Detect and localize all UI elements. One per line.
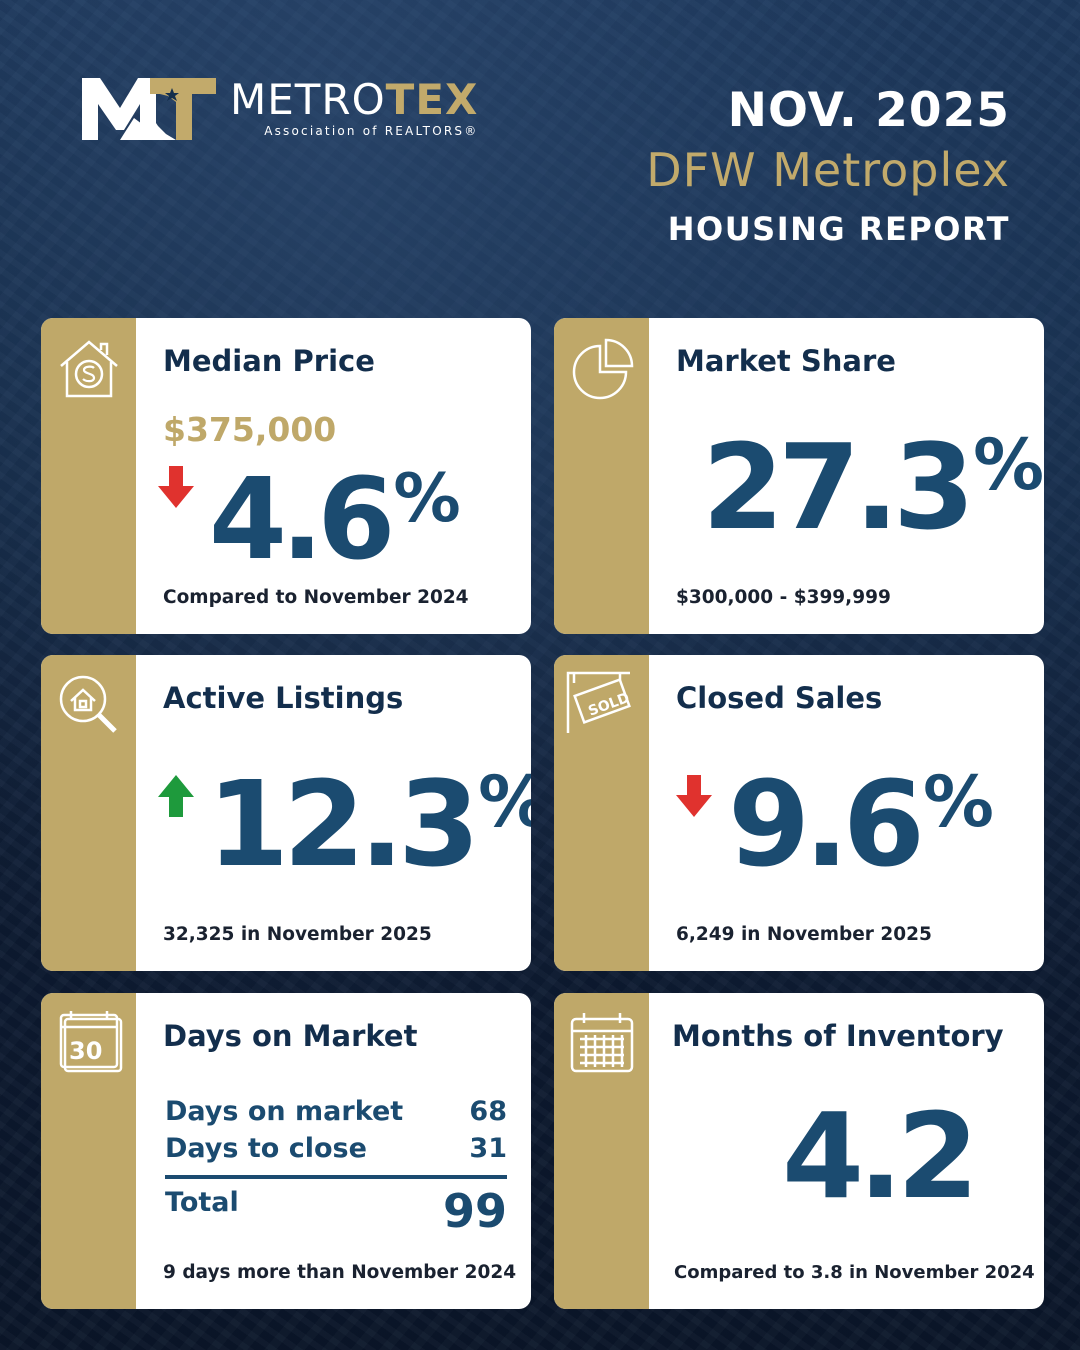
metrotex-logo: METROTEX Association of REALTORS® [80,74,478,142]
days-breakdown-table: Days on market 68 Days to close 31 Total 99 [165,1093,507,1239]
svg-text:SOLD: SOLD [586,690,631,720]
arrow-up-icon [158,775,194,817]
arrow-down-icon [676,775,712,817]
closed-sales-change: 9.6% [728,755,994,893]
days-on-market-card: 30 Days on Market Days on market 68 Days … [41,993,531,1309]
pie-chart-icon [572,338,634,400]
calendar-30-icon: 30 [59,1011,123,1073]
card-accent-bar [41,318,136,634]
report-title-block: NOV. 2025 DFW Metroplex HOUSING REPORT [646,82,1010,248]
total-row: Total 99 [165,1184,507,1238]
days-to-close-row: Days to close 31 [165,1133,507,1164]
card-title: Median Price [163,344,375,378]
logo-mark-icon [82,78,216,140]
sold-sign-icon: SOLD [566,671,632,733]
calendar-grid-icon [570,1013,634,1073]
card-title: Days on Market [163,1019,418,1053]
card-footnote: 6,249 in November 2025 [676,924,932,945]
card-footnote: 9 days more than November 2024 [163,1262,517,1283]
report-date: NOV. 2025 [727,83,1010,138]
logo-tagline: Association of REALTORS® [264,124,479,138]
card-title: Active Listings [163,681,404,715]
report-subtitle: HOUSING REPORT [667,210,1010,248]
report-region: DFW Metroplex [646,143,1010,197]
days-on-market-row: Days on market 68 [165,1096,507,1127]
closed-sales-card: SOLD Closed Sales 9.6% 6,249 in November… [554,655,1044,971]
card-title: Closed Sales [676,681,883,715]
svg-text:30: 30 [69,1037,102,1065]
arrow-down-icon [158,466,194,508]
card-footnote: Compared to November 2024 [163,587,469,608]
months-of-inventory-card: Months of Inventory 4.2 Compared to 3.8 … [554,993,1044,1309]
card-title: Market Share [676,344,896,378]
median-price-value: $375,000 [163,410,337,449]
median-price-card: Median Price $375,000 4.6% Compared to N… [41,318,531,634]
median-price-change: 4.6% [209,455,461,585]
active-listings-change: 12.3% [207,755,531,893]
active-listings-card: Active Listings 12.3% 32,325 in November… [41,655,531,971]
card-accent-bar [41,655,136,971]
market-share-value: 27.3% [702,418,1044,556]
logo-wordmark: METROTEX [230,75,479,124]
card-accent-bar [554,318,649,634]
total-divider [165,1175,507,1179]
card-footnote: Compared to 3.8 in November 2024 [674,1262,1035,1283]
card-accent-bar [554,655,649,971]
months-of-inventory-value: 4.2 [782,1087,979,1225]
market-share-card: Market Share 27.3% $300,000 - $399,999 [554,318,1044,634]
house-dollar-icon [60,340,118,398]
card-footnote: $300,000 - $399,999 [676,587,891,608]
card-title: Months of Inventory [672,1019,1004,1053]
house-search-icon [59,675,117,733]
card-footnote: 32,325 in November 2025 [163,924,432,945]
